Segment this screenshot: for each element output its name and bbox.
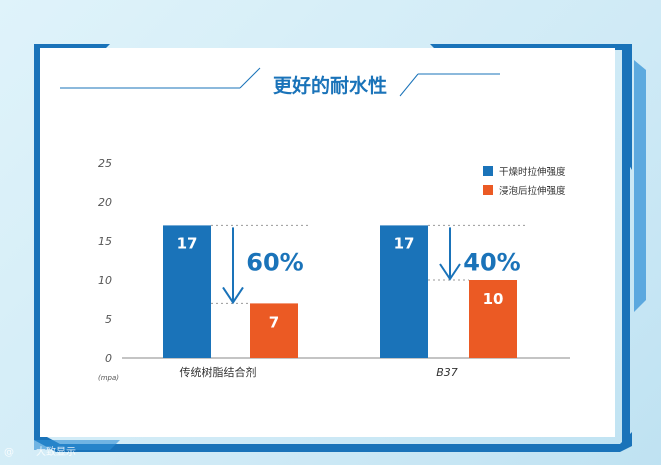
y-tick-label: 20	[98, 196, 112, 209]
frame-bottom-left-accent	[34, 440, 120, 450]
bars: 17 7 传统树脂结合剂 17 10 B37	[163, 225, 517, 379]
frame-bottom-edge	[34, 430, 632, 452]
watermark-text: @	[4, 447, 14, 458]
bar-value-label: 17	[177, 234, 198, 252]
y-tick-label: 10	[98, 274, 112, 287]
bar-wet-0	[250, 303, 298, 358]
bar-value-label: 10	[483, 290, 504, 308]
legend-entry: 浸泡后拉伸强度	[499, 185, 566, 197]
title-slash-right	[399, 73, 419, 97]
bar-dry-1	[380, 225, 428, 358]
bar-wet-1	[469, 280, 517, 358]
y-tick-label: 0	[105, 352, 112, 365]
y-tick-label: 5	[105, 313, 112, 326]
bar-value-label: 17	[394, 234, 415, 252]
frame-right-accent	[634, 60, 646, 312]
chart-panel: 更好的耐水性 0 5 10 15 20 25 (mpa) 17 7 传统树脂结合剂 17 10 B37…	[40, 48, 615, 437]
title-slash-left	[239, 67, 261, 89]
bar-value-label: 7	[269, 313, 279, 331]
reduction-percent: 40%	[463, 248, 520, 276]
category-label: 传统树脂结合剂	[180, 365, 257, 379]
legend-swatch-0	[483, 166, 493, 176]
chart: 更好的耐水性 0 5 10 15 20 25 (mpa) 17 7 传统树脂结合剂 17 10 B37…	[60, 67, 570, 382]
legend-swatch-1	[483, 185, 493, 195]
legend-entry: 干燥时拉伸强度	[499, 166, 566, 178]
watermark-label: 大致显示	[36, 445, 76, 458]
down-arrow-icon	[439, 263, 461, 281]
down-arrow-icon	[222, 286, 244, 305]
bar-dry-0	[163, 225, 211, 358]
y-tick-label: 15	[98, 235, 112, 248]
chart-title: 更好的耐水性	[273, 74, 387, 97]
y-tick-label: 25	[98, 157, 112, 170]
y-axis: 0 5 10 15 20 25 (mpa)	[98, 157, 570, 382]
annotations: 60% 40%	[211, 224, 527, 305]
reduction-percent: 60%	[246, 248, 303, 276]
category-label: B37	[436, 366, 458, 379]
y-unit-label: (mpa)	[98, 374, 119, 382]
